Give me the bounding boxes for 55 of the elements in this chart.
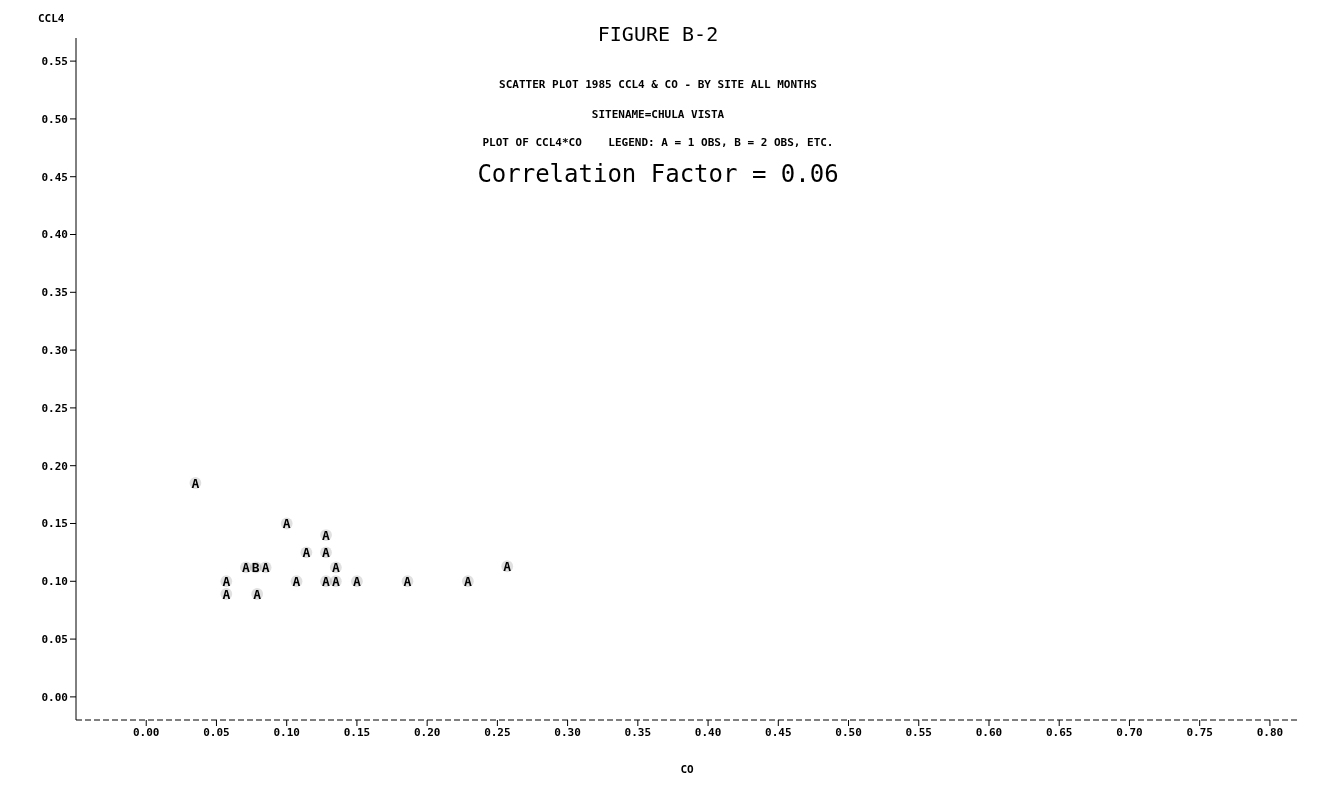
data-label: B <box>251 560 260 576</box>
x-tick-label: 0.50 <box>835 725 862 739</box>
data-label: A <box>222 574 231 590</box>
x-tick-label: 0.60 <box>975 725 1003 739</box>
data-label: A <box>331 574 340 590</box>
y-axis-title: CCL4 <box>38 12 65 25</box>
y-tick-label: 0.30 <box>41 344 68 358</box>
x-tick-label: 0.45 <box>765 725 792 739</box>
y-tick-label: 0.25 <box>41 401 68 415</box>
y-tick-label: 0.50 <box>41 112 68 126</box>
x-tick-label: 0.70 <box>1116 725 1143 739</box>
x-tick-label: 0.40 <box>694 725 722 739</box>
annotation: SITENAME=CHULA VISTA <box>590 108 726 121</box>
y-tick-label: 0.00 <box>41 690 68 704</box>
data-label: A <box>261 560 270 576</box>
chart-title: FIGURE B-2 <box>596 22 720 46</box>
x-tick-label: 0.10 <box>273 725 300 739</box>
x-tick-label: 0.05 <box>203 725 230 739</box>
y-tick-label: 0.20 <box>41 459 68 473</box>
data-label: A <box>253 587 262 602</box>
y-tick-label: 0.05 <box>41 632 68 646</box>
x-tick-label: 0.00 <box>132 725 160 739</box>
data-label: A <box>242 560 251 576</box>
data-label: A <box>302 545 311 561</box>
annotation: PLOT OF CCL4*CO LEGEND: A = 1 OBS, B = 2 OBS, ETC. <box>481 136 835 149</box>
data-label: A <box>292 574 301 590</box>
text: SCATTER PLOT 1985 CCL4 & CO - BY SITE ALL MONTHS <box>498 78 818 91</box>
data-label: A <box>322 574 331 590</box>
data-label: A <box>353 574 362 590</box>
data-label: A <box>463 574 472 590</box>
data-label: A <box>191 476 200 492</box>
data-label: A <box>403 574 412 590</box>
y-tick-label: 0.15 <box>41 517 68 531</box>
annotation: Correlation Factor = 0.06 <box>476 160 840 188</box>
y-tick-label: 0.45 <box>41 170 68 184</box>
x-tick-label: 0.30 <box>554 725 581 739</box>
x-tick-label: 0.80 <box>1256 725 1284 739</box>
x-tick-label: 0.75 <box>1186 725 1213 739</box>
data-label: A <box>222 587 231 602</box>
x-tick-label: 0.65 <box>1045 725 1073 739</box>
data-label: A <box>503 559 512 575</box>
x-tick-label: 0.25 <box>484 725 511 739</box>
data-label: A <box>282 516 291 532</box>
x-tick-label: 0.15 <box>343 725 371 739</box>
x-tick-label: 0.35 <box>624 725 652 739</box>
y-tick-label: 0.35 <box>41 286 68 300</box>
y-tick-label: 0.40 <box>41 228 68 242</box>
x-axis-title: CO <box>680 763 694 776</box>
y-tick-label: 0.10 <box>41 575 68 589</box>
data-label: A <box>322 528 331 544</box>
y-tick-label: 0.55 <box>41 55 68 69</box>
x-tick-label: 0.20 <box>413 725 441 739</box>
data-label: A <box>322 545 331 561</box>
data-label: A <box>331 560 340 576</box>
x-tick-label: 0.55 <box>905 725 933 739</box>
